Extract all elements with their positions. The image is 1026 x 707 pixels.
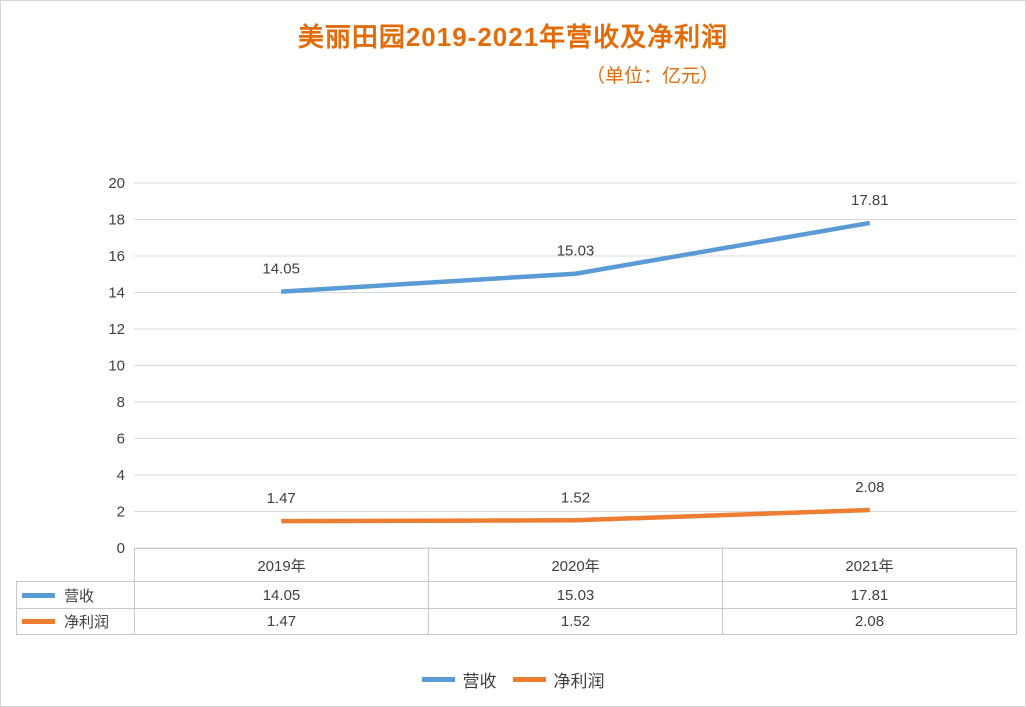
chart-title: 美丽田园2019-2021年营收及净利润 bbox=[297, 22, 729, 52]
value-cell: 15.03 bbox=[429, 582, 723, 608]
data-label: 15.03 bbox=[557, 243, 595, 260]
value-cell: 1.52 bbox=[429, 609, 723, 634]
series-header-cell: 营收 bbox=[17, 582, 135, 608]
chart-subtitle: （单位：亿元） bbox=[586, 66, 720, 87]
series-key-icon bbox=[22, 619, 55, 624]
data-label: 2.08 bbox=[855, 479, 884, 496]
category-cell: 2021年 bbox=[723, 549, 1017, 581]
y-tick-label: 10 bbox=[108, 358, 125, 375]
y-tick-label: 8 bbox=[117, 394, 125, 411]
data-label: 17.81 bbox=[851, 192, 889, 209]
y-tick-label: 6 bbox=[117, 431, 125, 448]
series-header-cell: 净利润 bbox=[17, 609, 135, 634]
y-tick-label: 20 bbox=[108, 175, 125, 192]
value-cell: 2.08 bbox=[723, 609, 1017, 634]
data-label: 1.52 bbox=[561, 489, 590, 506]
series-line-1 bbox=[281, 507, 870, 524]
legend-label: 净利润 bbox=[553, 672, 605, 691]
data-label: 14.05 bbox=[262, 261, 300, 278]
value-cell: 14.05 bbox=[135, 582, 429, 608]
category-cell: 2020年 bbox=[429, 549, 723, 581]
data-label: 1.47 bbox=[267, 490, 296, 507]
y-tick-label: 0 bbox=[117, 540, 125, 557]
legend-key-icon bbox=[421, 677, 455, 682]
y-tick-label: 14 bbox=[108, 285, 125, 302]
y-tick-label: 12 bbox=[108, 321, 125, 338]
legend-item: 净利润 bbox=[512, 667, 605, 692]
data-table-category-row: 2019年 2020年 2021年 bbox=[134, 548, 1017, 581]
legend-item: 营收 bbox=[421, 667, 497, 692]
category-cell: 2019年 bbox=[135, 549, 429, 581]
y-tick-label: 16 bbox=[108, 248, 125, 265]
series-name-label: 营收 bbox=[64, 587, 95, 605]
value-cell: 17.81 bbox=[723, 582, 1017, 608]
y-tick-label: 4 bbox=[117, 467, 125, 484]
legend: 营收 净利润 bbox=[1, 667, 1025, 692]
series-key-icon bbox=[22, 592, 55, 598]
y-tick-label: 2 bbox=[117, 504, 125, 521]
legend-label: 营收 bbox=[462, 672, 497, 691]
series-line-0 bbox=[281, 220, 871, 294]
legend-key-icon bbox=[512, 677, 546, 682]
y-tick-label: 18 bbox=[108, 212, 125, 229]
data-table-row-revenue: 营收 14.05 15.03 17.81 bbox=[16, 581, 1017, 608]
series-name-label: 净利润 bbox=[64, 614, 110, 631]
data-table-row-profit: 净利润 1.47 1.52 2.08 bbox=[16, 608, 1017, 635]
value-cell: 1.47 bbox=[135, 609, 429, 634]
